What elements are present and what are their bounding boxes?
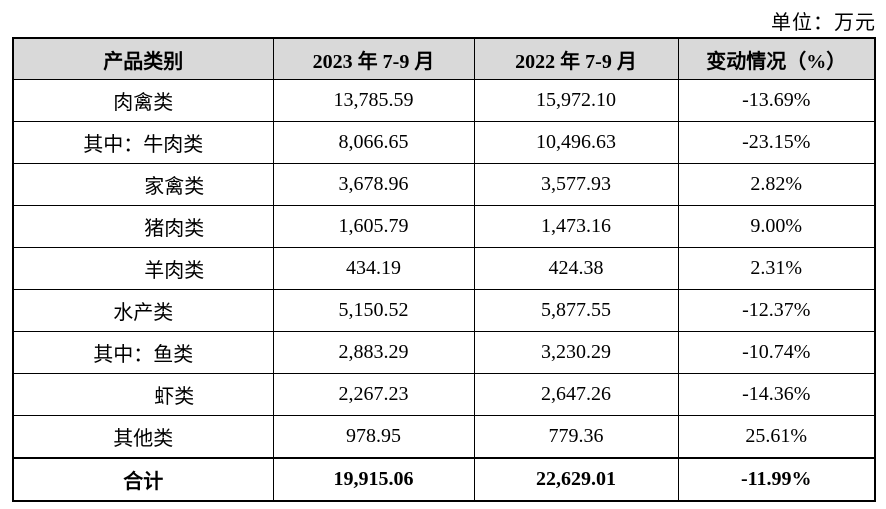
cell-value-2022: 1,473.16 — [473, 205, 679, 248]
cell-value-2023: 978.95 — [272, 415, 475, 459]
cell-category: 其中：牛肉类 — [12, 121, 274, 164]
table-row: 其他类 978.95 779.36 25.61% — [12, 415, 876, 459]
cell-category: 家禽类 — [12, 163, 274, 206]
table-header-row: 产品类别 2023 年 7-9 月 2022 年 7-9 月 变动情况（%） — [12, 37, 876, 80]
cell-value-2022: 779.36 — [473, 415, 679, 459]
cell-value-2022: 2,647.26 — [473, 373, 679, 416]
cell-value-2022: 424.38 — [473, 247, 679, 290]
cell-change: -13.69% — [677, 79, 876, 122]
cell-value-2023: 2,883.29 — [272, 331, 475, 374]
table-row: 猪肉类 1,605.79 1,473.16 9.00% — [12, 205, 876, 248]
col-header-2023-period: 2023 年 7-9 月 — [272, 37, 475, 80]
cell-value-2022: 22,629.01 — [473, 457, 679, 502]
col-header-change: 变动情况（%） — [677, 37, 876, 80]
cell-value-2023: 434.19 — [272, 247, 475, 290]
table-row: 其中：鱼类 2,883.29 3,230.29 -10.74% — [12, 331, 876, 374]
col-header-category: 产品类别 — [12, 37, 274, 80]
cell-value-2022: 15,972.10 — [473, 79, 679, 122]
cell-change: 2.31% — [677, 247, 876, 290]
unit-label: 单位：万元 — [771, 12, 876, 34]
table-row: 家禽类 3,678.96 3,577.93 2.82% — [12, 163, 876, 206]
cell-change: -10.74% — [677, 331, 876, 374]
cell-value-2023: 1,605.79 — [272, 205, 475, 248]
table-row: 羊肉类 434.19 424.38 2.31% — [12, 247, 876, 290]
table-row: 其中：牛肉类 8,066.65 10,496.63 -23.15% — [12, 121, 876, 164]
table-row: 肉禽类 13,785.59 15,972.10 -13.69% — [12, 79, 876, 122]
cell-category: 虾类 — [12, 373, 274, 416]
cell-category: 合计 — [12, 457, 274, 502]
table-row-total: 合计 19,915.06 22,629.01 -11.99% — [12, 457, 876, 502]
table-row: 虾类 2,267.23 2,647.26 -14.36% — [12, 373, 876, 416]
cell-change: 9.00% — [677, 205, 876, 248]
cell-change: -11.99% — [677, 457, 876, 502]
cell-category: 肉禽类 — [12, 79, 274, 122]
cell-category: 猪肉类 — [12, 205, 274, 248]
cell-value-2023: 8,066.65 — [272, 121, 475, 164]
cell-category: 羊肉类 — [12, 247, 274, 290]
cell-value-2023: 5,150.52 — [272, 289, 475, 332]
cell-category: 其他类 — [12, 415, 274, 459]
cell-change: -14.36% — [677, 373, 876, 416]
product-category-table: 产品类别 2023 年 7-9 月 2022 年 7-9 月 变动情况（%） 肉… — [12, 37, 876, 502]
cell-value-2023: 13,785.59 — [272, 79, 475, 122]
cell-change: -12.37% — [677, 289, 876, 332]
cell-change: -23.15% — [677, 121, 876, 164]
cell-value-2023: 19,915.06 — [272, 457, 475, 502]
cell-value-2022: 3,577.93 — [473, 163, 679, 206]
cell-category: 水产类 — [12, 289, 274, 332]
table-row: 水产类 5,150.52 5,877.55 -12.37% — [12, 289, 876, 332]
cell-value-2022: 5,877.55 — [473, 289, 679, 332]
cell-category: 其中：鱼类 — [12, 331, 274, 374]
cell-value-2023: 2,267.23 — [272, 373, 475, 416]
col-header-2022-period: 2022 年 7-9 月 — [473, 37, 679, 80]
cell-value-2022: 10,496.63 — [473, 121, 679, 164]
cell-value-2023: 3,678.96 — [272, 163, 475, 206]
cell-change: 2.82% — [677, 163, 876, 206]
cell-change: 25.61% — [677, 415, 876, 459]
cell-value-2022: 3,230.29 — [473, 331, 679, 374]
